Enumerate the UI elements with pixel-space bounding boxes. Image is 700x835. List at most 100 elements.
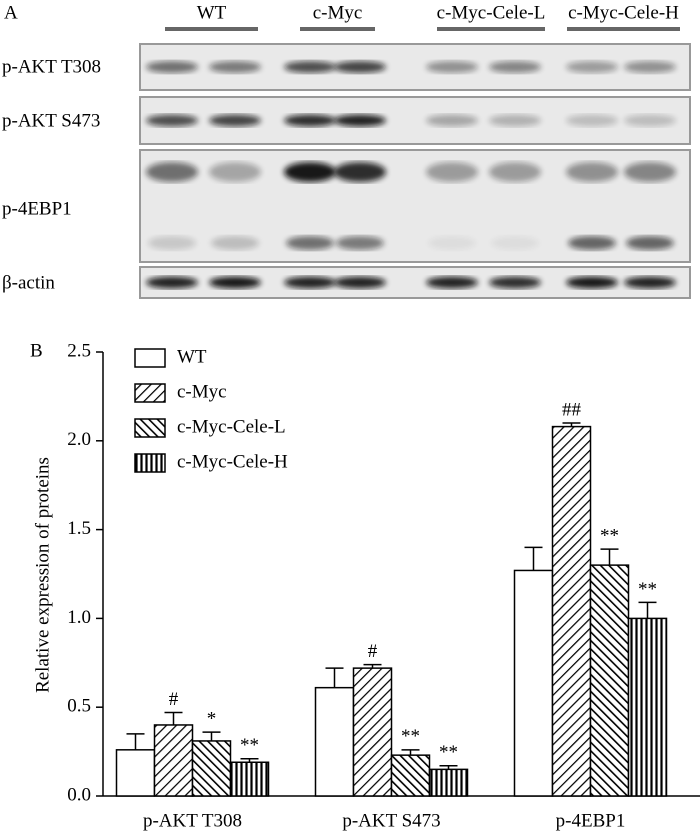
blot-band — [334, 61, 386, 73]
blot-band — [211, 236, 259, 250]
blot-band — [566, 61, 618, 73]
y-tick-label: 0.0 — [67, 784, 91, 805]
blot-band — [334, 162, 386, 182]
error-bar — [126, 733, 145, 750]
error-bar — [638, 601, 657, 619]
error-bar — [600, 548, 619, 566]
legend-label: c-Myc-Cele-L — [177, 416, 286, 437]
legend-swatch — [134, 453, 166, 473]
y-tick-label: 2.0 — [67, 429, 91, 450]
y-tick-label: 1.0 — [67, 607, 91, 628]
group-label: WT — [197, 2, 227, 23]
blot-band — [491, 236, 539, 250]
y-tick-label: 1.5 — [67, 518, 91, 539]
significance-label: ** — [240, 735, 259, 756]
bar — [627, 617, 668, 797]
blot-band — [489, 114, 541, 127]
bar — [589, 564, 630, 797]
significance-label: # — [368, 641, 378, 662]
panel-label: A — [4, 2, 18, 23]
x-tick-label: p-4EBP1 — [556, 810, 626, 831]
blot-band — [568, 236, 616, 250]
blot-band — [566, 276, 618, 289]
blot-band — [209, 162, 261, 182]
blot-band — [566, 114, 618, 127]
legend-swatch — [134, 348, 166, 368]
significance-label: ** — [439, 742, 458, 763]
bar — [428, 768, 469, 797]
error-bar — [524, 546, 543, 571]
error-bar — [401, 749, 420, 756]
blot-band — [284, 61, 336, 73]
significance-label: ** — [401, 726, 420, 747]
legend-label: WT — [177, 346, 207, 367]
significance-label: ** — [600, 525, 619, 546]
chart: B Relative expression of proteins 0.0 0.5… — [30, 340, 700, 831]
legend-swatch — [134, 418, 166, 438]
legend-label: c-Myc-Cele-H — [177, 451, 288, 472]
blot-band — [284, 276, 336, 289]
blot-band — [146, 61, 198, 73]
group-label: c-Myc-Cele-L — [437, 2, 546, 23]
blot-band — [624, 114, 676, 127]
blot-panel: A WT c-Myc c-Myc-Cele-L c-Myc-Cele-H p-AKT T… — [2, 2, 691, 299]
blot-band — [426, 61, 478, 73]
bar — [352, 667, 393, 797]
x-tick-label: p-AKT S473 — [342, 810, 440, 831]
y-tick-label: 0.5 — [67, 696, 91, 717]
blot-band — [334, 276, 386, 289]
legend-swatch — [134, 383, 166, 403]
blot-row-label: p-AKT S473 — [2, 110, 100, 131]
blot-band — [489, 276, 541, 289]
blot-row-label: p-4EBP1 — [2, 198, 72, 219]
bar — [229, 761, 270, 797]
bar — [551, 425, 592, 797]
bar — [115, 749, 156, 797]
significance-label: ## — [562, 399, 582, 420]
blot-band — [336, 236, 384, 250]
blot-row-label: β-actin — [2, 272, 55, 293]
bar — [191, 740, 232, 797]
blot-band — [566, 162, 618, 182]
blot-band — [209, 114, 261, 127]
error-bar — [325, 667, 344, 688]
group-label: c-Myc-Cele-H — [568, 2, 679, 23]
significance-label: * — [207, 708, 217, 729]
blot-band — [624, 276, 676, 289]
blot-band — [624, 61, 676, 73]
y-tick-label: 2.5 — [67, 340, 91, 361]
panel-label: B — [30, 340, 43, 361]
bar — [314, 686, 355, 797]
blot-band — [284, 162, 336, 182]
blot-band — [426, 114, 478, 127]
blot-band — [426, 276, 478, 289]
legend-label: c-Myc — [177, 381, 227, 402]
blot-band — [334, 114, 386, 127]
y-axis-label: Relative expression of proteins — [32, 457, 53, 693]
blot-band — [284, 114, 336, 127]
blot-band — [428, 236, 476, 250]
blot-band — [148, 236, 196, 250]
blot-band — [209, 61, 261, 73]
error-bar — [202, 731, 221, 741]
x-tick-label: p-AKT T308 — [143, 810, 242, 831]
bar — [153, 724, 194, 797]
significance-label: # — [169, 689, 179, 710]
group-label: c-Myc — [313, 2, 363, 23]
blot-band — [626, 236, 674, 250]
blot-row-label: p-AKT T308 — [2, 56, 101, 77]
blot-band — [286, 236, 334, 250]
blot-band — [209, 276, 261, 289]
error-bar — [164, 711, 183, 725]
blot-band — [624, 162, 676, 182]
blot-band — [146, 114, 198, 127]
blot-band — [146, 276, 198, 289]
bar — [513, 569, 554, 797]
bar — [390, 754, 431, 797]
blot-band — [426, 162, 478, 182]
blot-band — [489, 61, 541, 73]
blot-band — [146, 162, 198, 182]
significance-label: ** — [638, 579, 657, 600]
blot-band — [489, 162, 541, 182]
